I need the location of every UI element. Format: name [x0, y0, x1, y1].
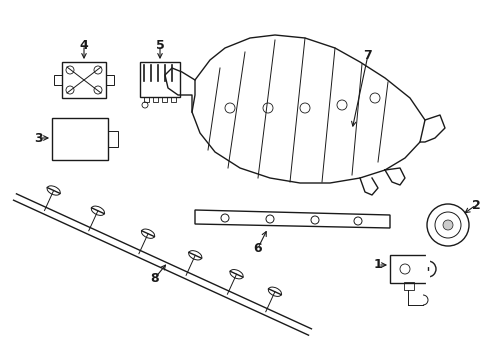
Circle shape: [94, 66, 102, 74]
Circle shape: [427, 204, 469, 246]
Text: 3: 3: [34, 131, 42, 144]
Text: 1: 1: [373, 258, 382, 271]
Text: 2: 2: [471, 198, 480, 212]
Ellipse shape: [91, 206, 104, 215]
Text: 7: 7: [364, 49, 372, 62]
Text: 6: 6: [254, 242, 262, 255]
Circle shape: [66, 66, 74, 74]
Ellipse shape: [230, 270, 243, 279]
Circle shape: [94, 86, 102, 94]
Circle shape: [443, 220, 453, 230]
Text: 4: 4: [80, 39, 88, 51]
Ellipse shape: [47, 186, 60, 195]
Ellipse shape: [142, 229, 155, 238]
Circle shape: [66, 86, 74, 94]
Ellipse shape: [269, 287, 281, 296]
Circle shape: [435, 212, 461, 238]
Text: 8: 8: [151, 271, 159, 284]
Ellipse shape: [189, 251, 202, 260]
Text: 5: 5: [156, 39, 164, 51]
